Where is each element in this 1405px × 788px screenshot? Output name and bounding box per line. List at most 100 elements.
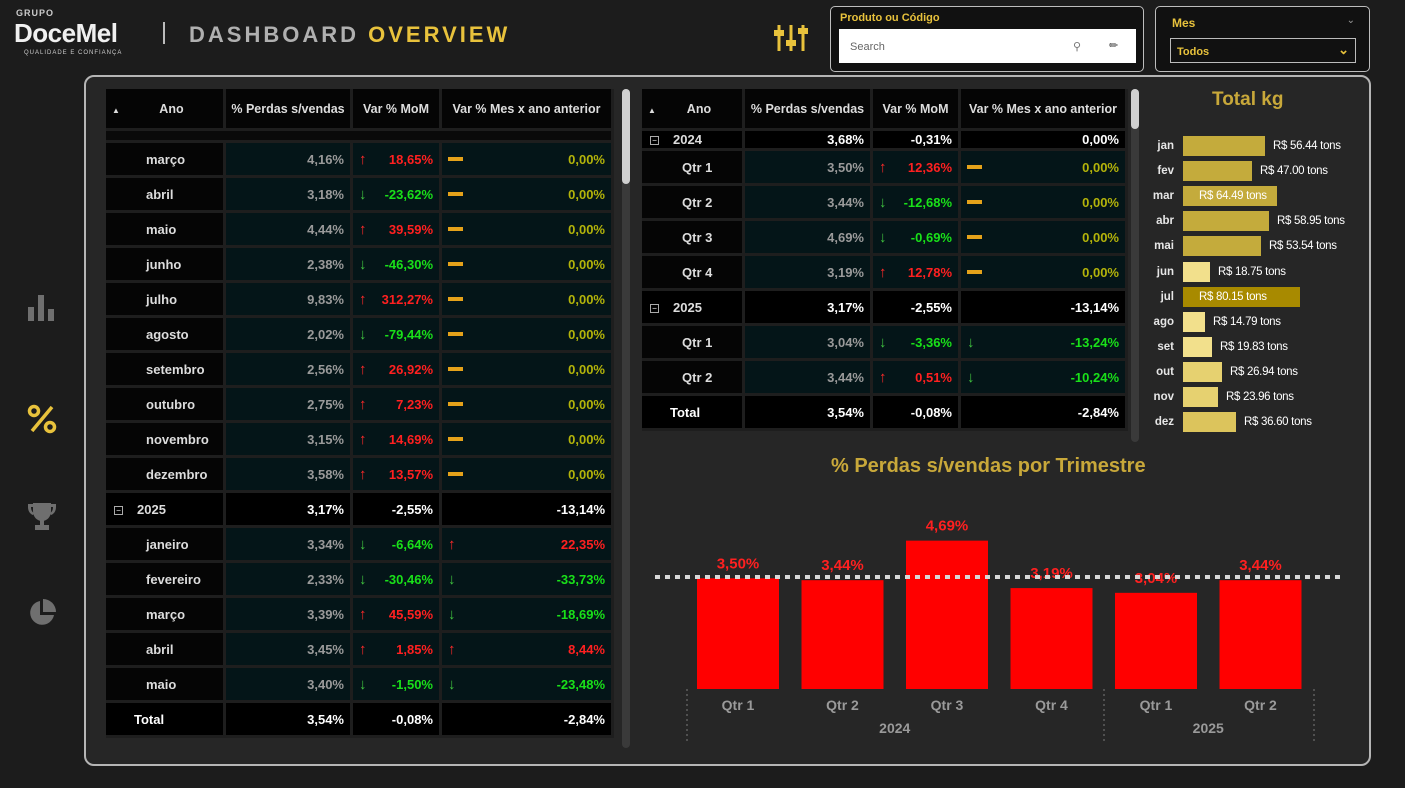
col-header-mom[interactable]: Var % MoM <box>353 89 442 131</box>
search-input[interactable]: Search ⚲ ✏ <box>839 29 1136 63</box>
col-header-ano[interactable]: ▲ Ano <box>106 89 226 131</box>
kg-bar[interactable] <box>1183 387 1218 407</box>
row-label-cell: setembro <box>106 353 226 388</box>
table-row[interactable]: fevereiro 2,33% ↓ -30,46% ↓ -33,73% <box>106 563 614 598</box>
kg-month-label: dez <box>1154 416 1174 429</box>
arrow-up-icon: ↑ <box>359 640 367 658</box>
bar-chart-icon[interactable] <box>22 287 62 327</box>
trophy-icon[interactable] <box>22 496 62 536</box>
table-row[interactable]: novembro 3,15% ↑ 14,69% 0,00% <box>106 423 614 458</box>
pie-chart-icon[interactable] <box>22 593 62 633</box>
row-label: fevereiro <box>146 571 201 587</box>
kg-month-label: out <box>1156 365 1174 378</box>
table-row[interactable]: Qtr 1 3,50% ↑ 12,36% 0,00% <box>642 151 1128 186</box>
year-row[interactable]: − 2024 3,68% -0,31% 0,00% <box>642 131 1128 151</box>
kg-bar[interactable] <box>1183 136 1265 156</box>
arrow-up-icon: ↑ <box>359 290 367 308</box>
col-header-ano[interactable]: ▲ Ano <box>642 89 745 131</box>
perdas-cell: 3,17% <box>745 291 873 326</box>
mes-dropdown[interactable]: Todos ⌄ <box>1170 38 1356 63</box>
table-row[interactable]: junho 2,38% ↓ -46,30% 0,00% <box>106 248 614 283</box>
right-table-scroll-thumb[interactable] <box>1131 89 1139 129</box>
row-label-cell: agosto <box>106 318 226 353</box>
kg-bar[interactable] <box>1183 412 1236 433</box>
yoy-cell: ↓ -33,73% <box>442 563 614 598</box>
kg-bar[interactable] <box>1183 161 1252 182</box>
kg-value-label: R$ 26.94 tons <box>1230 365 1298 378</box>
arrow-down-icon: ↓ <box>967 333 975 351</box>
col-header-yoy[interactable]: Var % Mes x ano anterior <box>442 89 614 131</box>
percent-icon[interactable] <box>22 399 62 439</box>
mom-value: -30,46% <box>384 571 433 587</box>
mom-value: 13,57% <box>388 466 433 482</box>
bar-5 <box>1115 592 1197 689</box>
total-label: Total <box>106 703 226 738</box>
row-label-cell: Qtr 1 <box>642 151 745 186</box>
table-row[interactable]: março 3,39% ↑ 45,59% ↓ -18,69% <box>106 598 614 633</box>
table-row[interactable]: Qtr 2 3,44% ↓ -12,68% 0,00% <box>642 186 1128 221</box>
left-table-scroll-thumb[interactable] <box>622 89 630 184</box>
mom-cell: ↑ 12,78% <box>873 256 961 291</box>
table-row[interactable]: janeiro 3,34% ↓ -6,64% ↑ 22,35% <box>106 528 614 563</box>
eraser-icon[interactable]: ✏ <box>1109 40 1119 52</box>
mom-cell: ↓ -79,44% <box>353 318 442 353</box>
arrow-down-icon: ↓ <box>879 193 887 211</box>
kg-value-label: R$ 80.15 tons <box>1199 290 1267 303</box>
table-row[interactable]: outubro 2,75% ↑ 7,23% 0,00% <box>106 388 614 423</box>
table-row[interactable]: Qtr 4 3,19% ↑ 12,78% 0,00% <box>642 256 1128 291</box>
x-tick-label: Qtr 2 <box>826 697 859 713</box>
yoy-value: 0,00% <box>568 291 605 307</box>
col-header-mom[interactable]: Var % MoM <box>873 89 961 131</box>
kg-value-label: R$ 53.54 tons <box>1269 240 1337 253</box>
mom-value: -46,30% <box>384 256 433 272</box>
left-table-scrollbar[interactable] <box>622 89 630 748</box>
kg-bar[interactable] <box>1183 286 1300 307</box>
yoy-cell: 0,00% <box>442 178 614 213</box>
collapse-chevron-icon[interactable]: ⌄ <box>1346 15 1355 26</box>
yoy-value: 0,00% <box>1082 264 1119 280</box>
table-row[interactable]: abril 3,18% ↓ -23,62% 0,00% <box>106 178 614 213</box>
flat-dash-icon <box>448 366 463 371</box>
kg-bar[interactable] <box>1183 261 1210 282</box>
sort-asc-icon: ▲ <box>112 105 120 115</box>
table-row[interactable]: abril 3,45% ↑ 1,85% ↑ 8,44% <box>106 633 614 668</box>
yoy-value: 22,35% <box>560 536 605 552</box>
kg-bar[interactable] <box>1183 311 1205 332</box>
year-row[interactable]: − 2025 3,17% -2,55% -13,14% <box>106 493 614 528</box>
collapse-icon[interactable]: − <box>650 303 659 313</box>
filter-sliders-icon[interactable] <box>774 22 808 54</box>
arrow-up-icon: ↑ <box>359 220 367 238</box>
kg-bar[interactable] <box>1183 186 1277 207</box>
col-header-perdas[interactable]: % Perdas s/vendas <box>745 89 873 131</box>
collapse-icon[interactable]: − <box>114 505 123 515</box>
kg-bar[interactable] <box>1183 211 1269 232</box>
right-table-scrollbar[interactable] <box>1131 89 1139 442</box>
kg-bar[interactable] <box>1183 361 1222 382</box>
table-row[interactable]: setembro 2,56% ↑ 26,92% 0,00% <box>106 353 614 388</box>
table-row[interactable]: março 4,16% ↑ 18,65% 0,00% <box>106 143 614 178</box>
table-row[interactable]: dezembro 3,58% ↑ 13,57% 0,00% <box>106 458 614 493</box>
table-row[interactable]: maio 4,44% ↑ 39,59% 0,00% <box>106 213 614 248</box>
perdas-cell: 3,18% <box>226 178 353 213</box>
col-header-perdas[interactable]: % Perdas s/vendas <box>226 89 353 131</box>
row-label: abril <box>146 186 174 202</box>
kg-bar[interactable] <box>1183 236 1261 257</box>
arrow-down-icon: ↓ <box>448 605 456 623</box>
search-icon[interactable]: ⚲ <box>1073 41 1082 53</box>
collapse-icon[interactable]: − <box>650 136 659 146</box>
row-label: Qtr 2 <box>682 369 713 385</box>
kg-bar[interactable] <box>1183 336 1212 357</box>
table-row[interactable]: maio 3,40% ↓ -1,50% ↓ -23,48% <box>106 668 614 703</box>
table-row[interactable]: Qtr 2 3,44% ↑ 0,51% ↓ -10,24% <box>642 361 1128 396</box>
arrow-up-icon: ↑ <box>879 263 887 281</box>
table-row[interactable]: Qtr 1 3,04% ↓ -3,36% ↓ -13,24% <box>642 326 1128 361</box>
arrow-down-icon: ↓ <box>879 228 887 246</box>
table-row[interactable]: julho 9,83% ↑ 312,27% 0,00% <box>106 283 614 318</box>
arrow-down-icon: ↓ <box>359 255 367 273</box>
logo: GRUPO DoceMel QUALIDADE E CONFIANÇA <box>14 8 144 60</box>
table-row[interactable]: Qtr 3 4,69% ↓ -0,69% 0,00% <box>642 221 1128 256</box>
col-header-yoy[interactable]: Var % Mes x ano anterior <box>961 89 1128 131</box>
flat-dash-icon <box>448 331 463 336</box>
table-row[interactable]: agosto 2,02% ↓ -79,44% 0,00% <box>106 318 614 353</box>
year-row[interactable]: − 2025 3,17% -2,55% -13,14% <box>642 291 1128 326</box>
